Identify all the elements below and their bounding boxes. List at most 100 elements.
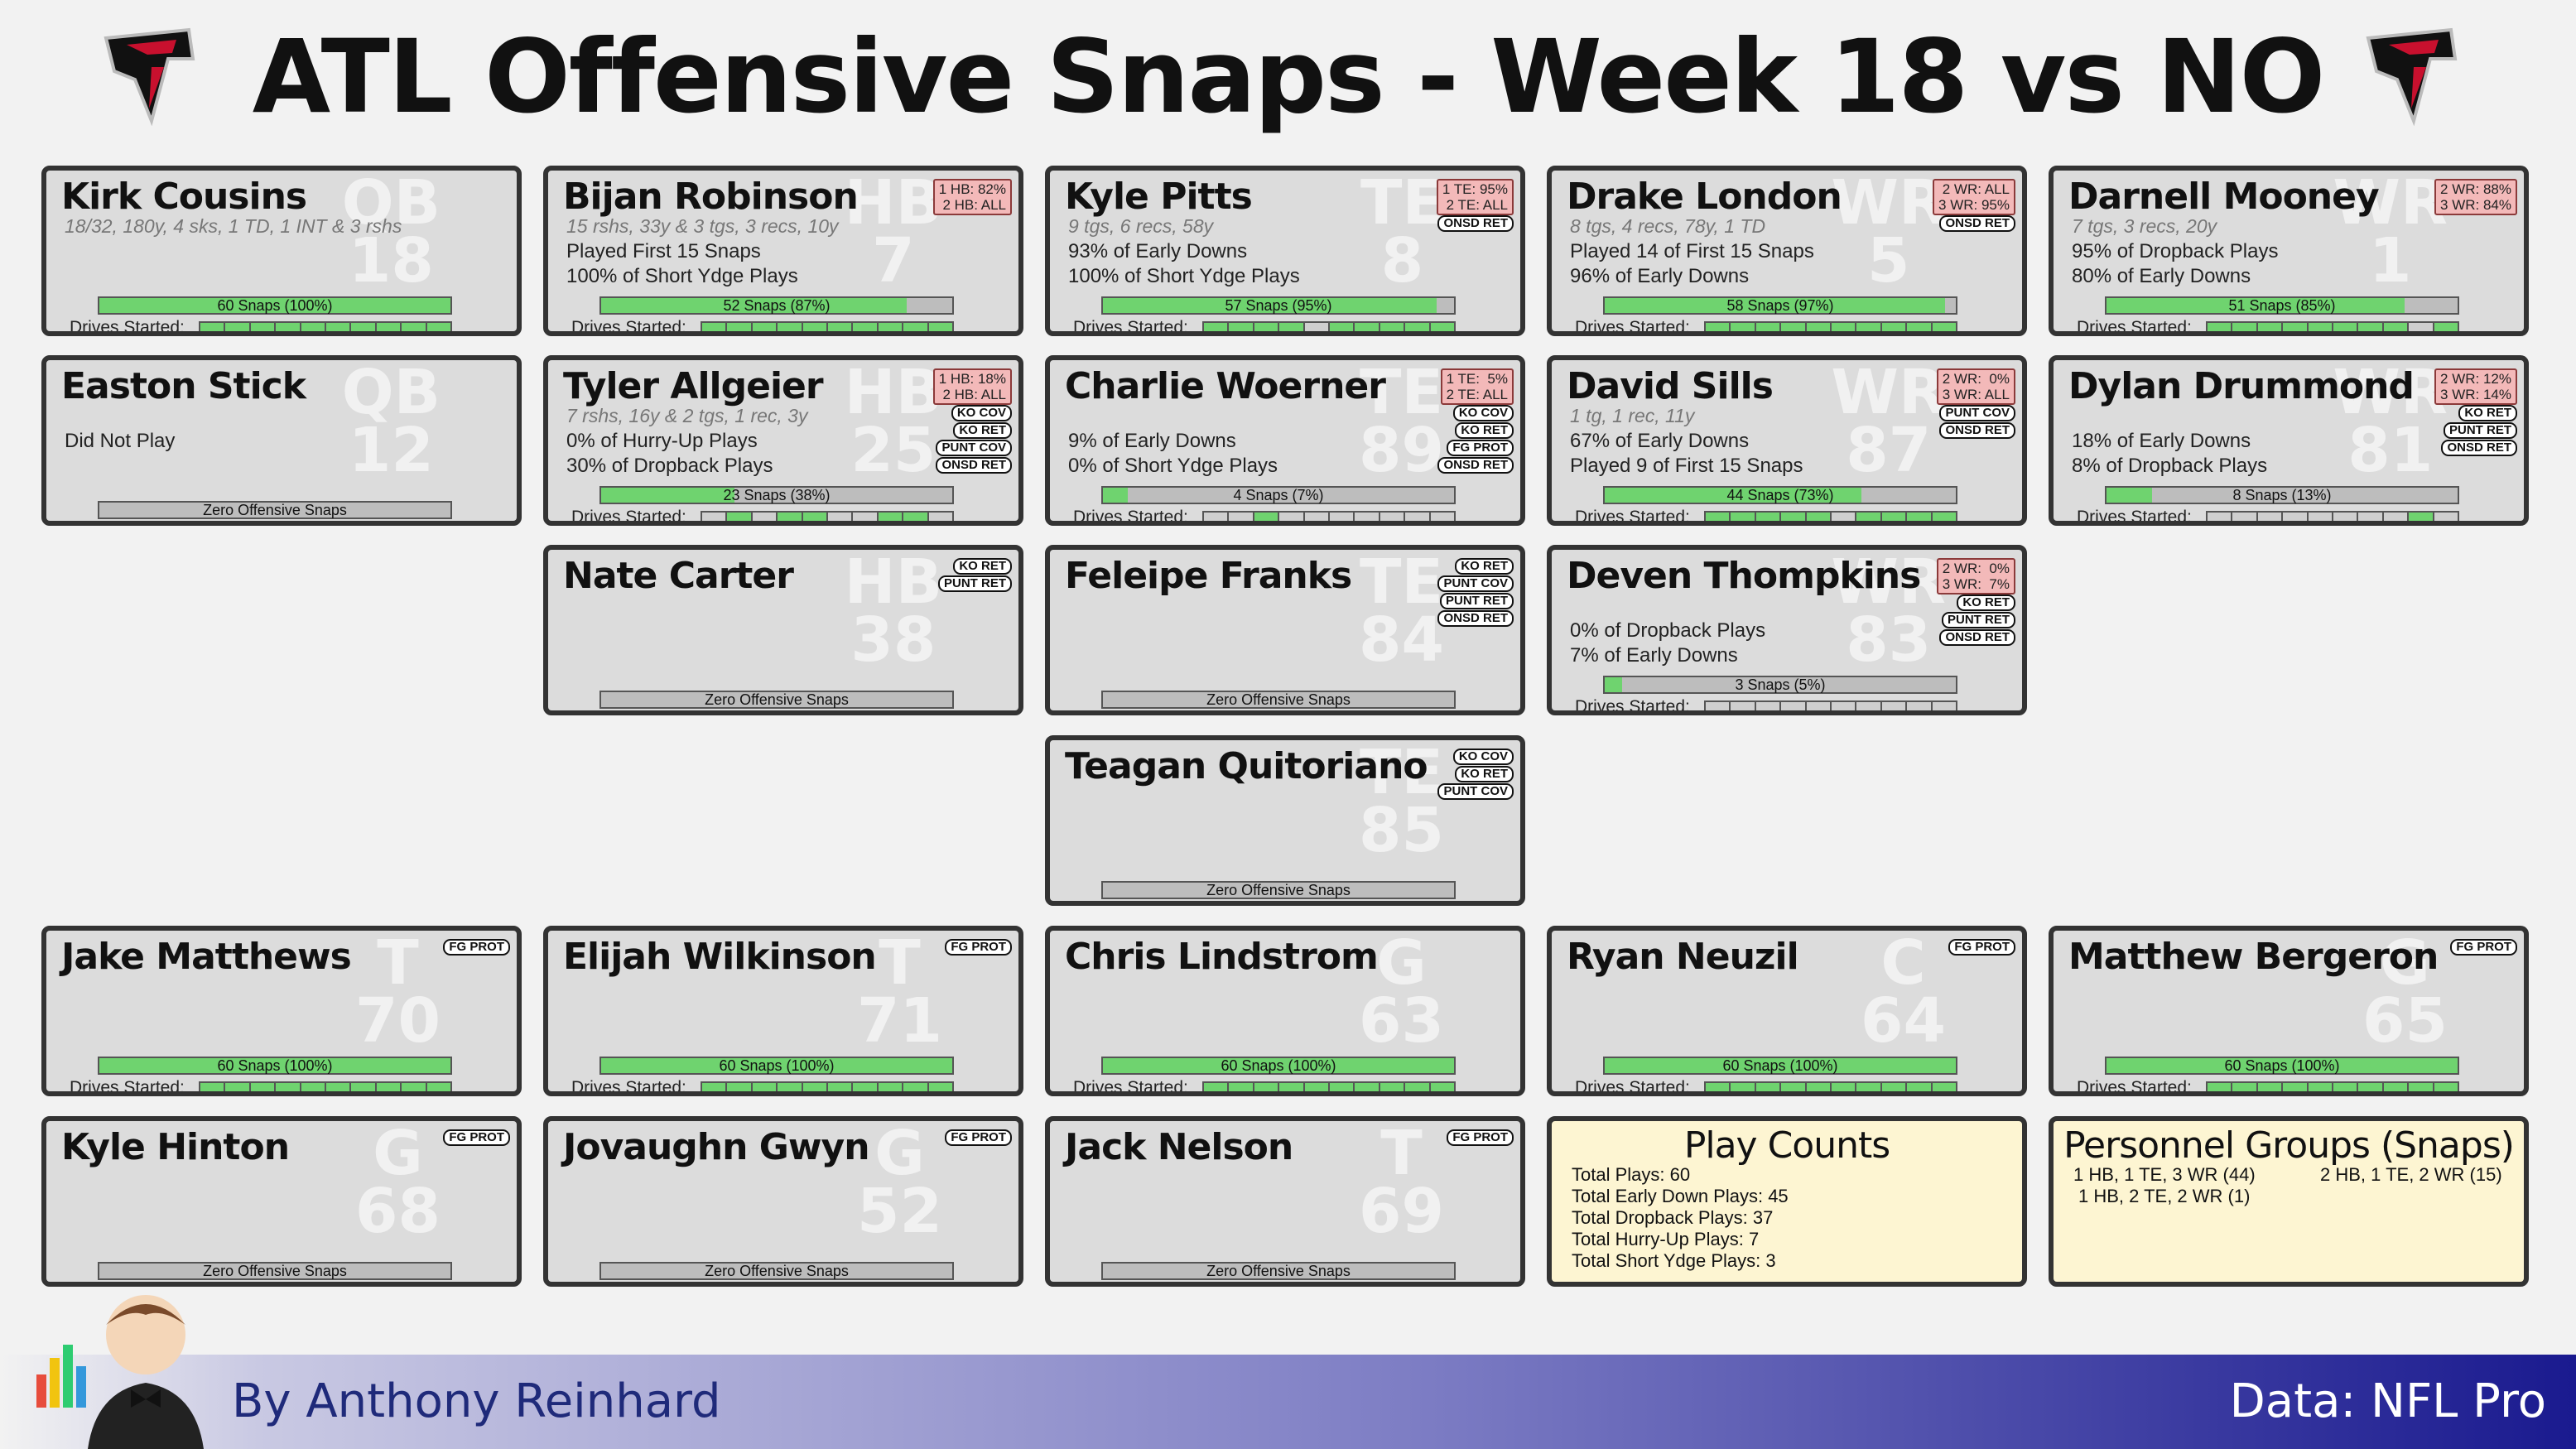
player-stats: 8 tgs, 4 recs, 78y, 1 TD <box>1570 215 1766 237</box>
drive-cell <box>903 1083 929 1091</box>
snap-share-fill <box>1103 298 1437 313</box>
position-label: TE <box>1360 167 1444 238</box>
special-teams-badge: KO COV <box>1452 749 1514 765</box>
player-note: 8% of Dropback Plays <box>2072 455 2268 477</box>
drive-cell <box>702 513 728 521</box>
drive-cell <box>1781 1083 1807 1091</box>
drive-cell <box>1755 702 1782 710</box>
player-card: G 52 Jovaughn Gwyn Zero Offensive Snaps … <box>543 1116 1023 1287</box>
player-card: HB 7 Bijan Robinson 15 rshs, 33y & 3 tgs,… <box>543 166 1023 336</box>
jersey-number: 69 <box>1359 1176 1444 1247</box>
snap-share-bar: Zero Offensive Snaps <box>1101 691 1456 709</box>
special-teams-badge: PUNT COV <box>936 440 1012 456</box>
player-note: Played 14 of First 15 Snaps <box>1570 240 1814 262</box>
drive-cell <box>1731 513 1756 521</box>
drive-cell <box>1932 513 1957 521</box>
special-teams-badges: ONSD RET <box>1437 215 1514 232</box>
drive-cell <box>1304 513 1331 521</box>
special-teams-badge: ONSD RET <box>1939 629 2015 646</box>
special-teams-badge: PUNT RET <box>1440 593 1514 609</box>
drives-started-label: Drives Started: <box>1575 697 1690 715</box>
drive-cell <box>1907 702 1933 710</box>
player-stats: 9 tgs, 6 recs, 58y <box>1068 215 1214 237</box>
drive-cell <box>1279 513 1305 521</box>
special-teams-badge: FG PROT <box>1447 440 1514 456</box>
player-name: Jake Matthews <box>61 936 352 978</box>
position-label: WR <box>2333 167 2448 238</box>
drive-cell <box>2409 1083 2434 1091</box>
special-teams-badges: KO COV KO RET PUNT COV <box>1437 749 1514 800</box>
position-label: T <box>377 927 419 999</box>
drive-cell <box>2283 1083 2309 1091</box>
snap-count-label: Zero Offensive Snaps <box>1206 882 1351 898</box>
drives-started-bar <box>2206 1081 2459 1091</box>
drive-cell <box>1430 323 1455 331</box>
special-teams-badges: KO RET PUNT COV PUNT RET ONSD RET <box>1437 558 1514 627</box>
footer-banner <box>0 1355 2576 1449</box>
snap-count-label: 52 Snaps (87%) <box>723 297 831 314</box>
snap-count-label: Zero Offensive Snaps <box>203 502 347 518</box>
drives-started-bar <box>1704 700 1957 710</box>
position-watermark: C 64 <box>1861 932 1946 1052</box>
drive-cell <box>828 513 854 521</box>
player-note: Played 9 of First 15 Snaps <box>1570 455 1803 477</box>
drive-cell <box>326 323 352 331</box>
special-teams-badges: PUNT COV ONSD RET <box>1939 405 2015 439</box>
position-watermark: HB 7 <box>845 172 942 291</box>
drive-cell <box>2257 323 2284 331</box>
drives-started-label: Drives Started: <box>1575 508 1690 526</box>
special-teams-badge: FG PROT <box>1948 939 2015 956</box>
drive-cell <box>1706 323 1731 331</box>
drive-cell <box>225 323 251 331</box>
drive-cell <box>903 513 929 521</box>
snap-share-fill <box>2107 1058 2458 1073</box>
personnel-pct-box: 2 WR: 0% 3 WR: ALL <box>1936 368 2015 405</box>
drives-started-bar <box>1704 321 1957 331</box>
snap-share-bar: 60 Snaps (100%) <box>599 1057 954 1075</box>
drive-cell <box>351 323 377 331</box>
drive-cell <box>2208 323 2233 331</box>
position-label: WR <box>1831 167 1946 238</box>
position-watermark: WR 5 <box>1831 172 1946 291</box>
drive-cell <box>2409 513 2434 521</box>
drive-cell <box>1706 1083 1731 1091</box>
drives-started-bar <box>1704 1081 1957 1091</box>
drive-cell <box>2232 1083 2258 1091</box>
drive-cell <box>1932 1083 1957 1091</box>
snap-share-bar: 57 Snaps (95%) <box>1101 296 1456 315</box>
jersey-number: 89 <box>1359 415 1444 486</box>
drive-cell <box>1330 513 1355 521</box>
snap-share-bar: 3 Snaps (5%) <box>1603 676 1957 694</box>
drive-cell <box>1706 702 1731 710</box>
drive-cell <box>2434 513 2458 521</box>
drive-cell <box>2308 323 2334 331</box>
snap-count-label: 60 Snaps (100%) <box>719 1057 835 1074</box>
position-label: QB <box>341 357 441 428</box>
drive-cell <box>878 513 904 521</box>
special-teams-badges: FG PROT <box>1948 939 2015 956</box>
special-teams-badge: PUNT COV <box>1437 575 1514 592</box>
snap-count-label: 8 Snaps (13%) <box>2232 487 2332 503</box>
snap-share-fill <box>1103 488 1128 503</box>
personnel-pct-box: 1 TE: 95% 2 TE: ALL <box>1436 179 1514 215</box>
drive-cell <box>1330 323 1355 331</box>
personnel-group-item: 2 HB, 1 TE, 2 WR (15) <box>2320 1164 2502 1185</box>
player-name: David Sills <box>1567 365 1774 407</box>
player-card: TE 89 Charlie Woerner 9% of Early Downs 0%… <box>1045 355 1525 526</box>
position-label: TE <box>1359 546 1444 618</box>
snap-count-label: 23 Snaps (38%) <box>723 487 831 503</box>
position-label: WR <box>2333 357 2448 428</box>
snap-count-label: 60 Snaps (100%) <box>1221 1057 1336 1074</box>
drive-cell <box>1229 323 1254 331</box>
drives-started-label: Drives Started: <box>1575 1078 1690 1096</box>
drive-cell <box>402 1083 427 1091</box>
special-teams-badge: PUNT RET <box>1942 612 2015 628</box>
jersey-number: 12 <box>348 415 434 486</box>
player-card: T 71 Elijah Wilkinson 60 Snaps (100%) Dr… <box>543 926 1023 1096</box>
drives-started-bar <box>701 321 954 331</box>
player-name: Jack Nelson <box>1065 1126 1293 1168</box>
drive-cell <box>1355 513 1380 521</box>
player-name: Drake London <box>1567 176 1842 218</box>
drive-cell <box>853 323 879 331</box>
special-teams-badges: KO RET PUNT RET <box>938 558 1012 592</box>
